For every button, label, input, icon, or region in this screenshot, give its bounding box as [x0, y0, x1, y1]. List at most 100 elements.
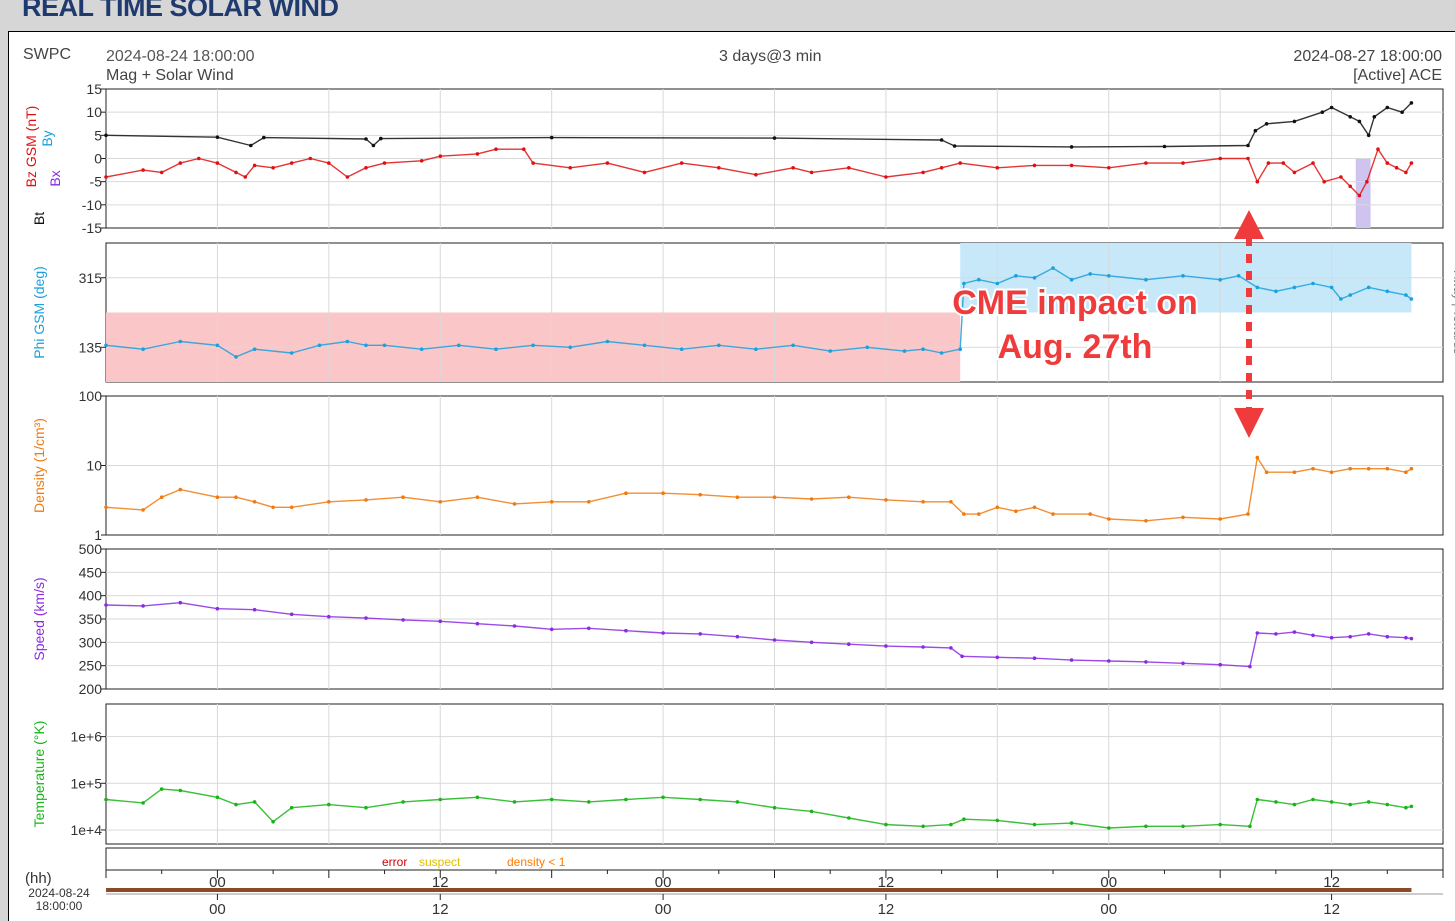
- data-point: [475, 495, 480, 500]
- cme-arrow-head-down: [1234, 408, 1264, 438]
- data-point: [1376, 147, 1380, 151]
- data-point: [243, 175, 248, 179]
- data-point: [952, 144, 957, 148]
- data-point: [791, 166, 795, 170]
- data-point: [1246, 156, 1250, 161]
- y-axis-label: Temperature (°K): [31, 721, 47, 828]
- data-point: [1069, 658, 1074, 662]
- data-point: [512, 800, 517, 804]
- data-point: [717, 343, 721, 348]
- data-point: [642, 343, 647, 348]
- data-point: [419, 347, 424, 352]
- data-point: [215, 161, 220, 165]
- data-point: [1348, 184, 1352, 189]
- y-tick-label: 1e+5: [70, 775, 102, 791]
- lower-time-tick-label: 00: [655, 901, 672, 918]
- data-point: [939, 166, 944, 170]
- data-point: [345, 339, 350, 344]
- data-point: [1144, 277, 1148, 282]
- data-point: [1032, 505, 1037, 510]
- y-tick-label: -10: [82, 197, 102, 213]
- data-point: [1292, 285, 1297, 290]
- start-time: 2024-08-24 18:00:00: [106, 48, 255, 65]
- lower-time-tick-label: 00: [1100, 901, 1117, 918]
- time-tick-label: 12: [878, 874, 895, 891]
- data-point: [1144, 161, 1148, 165]
- data-point: [1311, 466, 1315, 471]
- data-point: [1329, 800, 1334, 804]
- page-title: REAL TIME SOLAR WIND: [22, 0, 339, 22]
- data-point: [549, 500, 554, 504]
- data-point: [141, 604, 145, 608]
- data-point: [178, 339, 183, 344]
- data-point: [1281, 161, 1286, 165]
- data-point: [977, 512, 981, 516]
- data-point: [141, 508, 145, 512]
- data-point: [1069, 277, 1074, 282]
- data-point: [1357, 193, 1362, 198]
- data-point: [568, 166, 572, 170]
- data-point: [1181, 161, 1185, 165]
- data-point: [772, 805, 777, 810]
- data-point: [828, 349, 832, 353]
- data-point: [215, 135, 220, 139]
- data-point: [1032, 656, 1037, 660]
- data-point: [289, 351, 294, 355]
- data-point: [1400, 110, 1404, 114]
- data-point: [382, 343, 387, 348]
- data-point: [1409, 161, 1414, 165]
- cme-arrow-head-up: [1234, 210, 1264, 239]
- data-point: [104, 133, 108, 138]
- time-tick-label: 12: [432, 874, 449, 891]
- data-point: [587, 500, 591, 504]
- data-point: [289, 612, 294, 617]
- time-tick-label: 00: [655, 874, 672, 891]
- data-point: [1144, 660, 1148, 664]
- data-point: [215, 495, 220, 500]
- data-point: [1264, 122, 1269, 126]
- data-point: [1218, 277, 1222, 282]
- data-point: [1144, 824, 1148, 829]
- data-point: [847, 166, 851, 170]
- data-point: [1181, 274, 1185, 278]
- data-point: [949, 646, 953, 650]
- data-point: [1014, 509, 1018, 513]
- data-point: [1032, 276, 1037, 280]
- data-point: [1255, 179, 1260, 184]
- data-point: [1248, 664, 1252, 669]
- data-point: [884, 175, 888, 179]
- data-point: [494, 347, 498, 352]
- data-point: [512, 502, 517, 506]
- data-point: [809, 640, 814, 645]
- data-point: [1409, 466, 1414, 471]
- data-coverage-bar: [106, 888, 1412, 892]
- data-point: [364, 616, 368, 620]
- data-point: [1264, 470, 1269, 475]
- data-point: [772, 136, 777, 140]
- data-point: [661, 795, 665, 800]
- data-point: [1255, 455, 1260, 460]
- y-tick-label: 1e+4: [70, 822, 102, 838]
- data-point: [865, 345, 870, 350]
- data-point: [1348, 293, 1352, 297]
- data-point: [921, 824, 925, 829]
- y-axis-label-by: By: [39, 130, 55, 146]
- product-label: Mag + Solar Wind: [106, 67, 234, 84]
- data-point: [252, 347, 257, 352]
- data-point: [215, 606, 220, 611]
- data-point: [939, 351, 944, 355]
- data-point: [995, 818, 1000, 823]
- data-point: [1181, 661, 1185, 666]
- data-point: [262, 135, 266, 140]
- data-point: [1348, 115, 1352, 119]
- data-point: [1069, 145, 1074, 149]
- data-point: [847, 816, 851, 820]
- data-point: [1366, 632, 1371, 636]
- data-point: [419, 159, 424, 163]
- data-point: [401, 800, 405, 804]
- data-point: [1348, 802, 1352, 807]
- data-point: [1311, 797, 1315, 802]
- data-point: [1385, 634, 1390, 639]
- y-axis-label: Phi GSM (deg): [31, 266, 47, 359]
- data-point: [661, 631, 665, 635]
